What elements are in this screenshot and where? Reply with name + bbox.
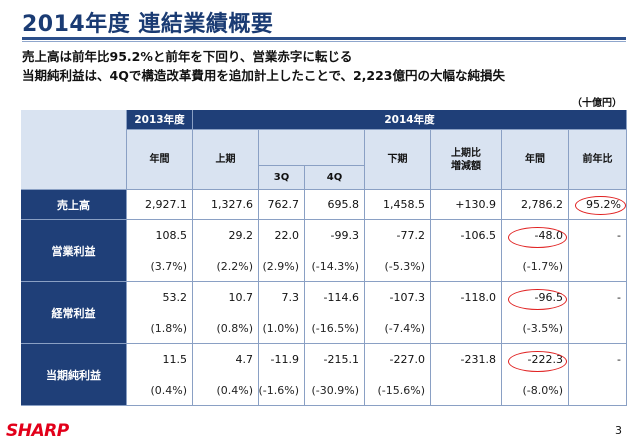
cell-net-pct-5 xyxy=(431,375,502,406)
cell-sales-6: 2,786.2 xyxy=(502,190,569,220)
cell-net-pct-4: (-15.6%) xyxy=(365,375,431,406)
cell-net-5: -231.8 xyxy=(431,344,502,375)
cell-net-pct-7 xyxy=(569,375,627,406)
cell-net-2: -11.9 xyxy=(259,344,305,375)
cell-ordinary-pct-3: (-16.5%) xyxy=(305,313,365,344)
page-title: 2014年度 連結業績概要 xyxy=(22,12,274,37)
header-first-half: 上期 xyxy=(193,130,259,190)
header-vs-first-half: 上期比 増減額 xyxy=(431,130,502,190)
cell-operating-4: -77.2 xyxy=(365,220,431,251)
header-q3: 3Q xyxy=(259,166,305,190)
cell-sales-1: 1,327.6 xyxy=(193,190,259,220)
cell-net-4: -227.0 xyxy=(365,344,431,375)
cell-ordinary-5: -118.0 xyxy=(431,282,502,313)
cell-net-pct-2: (-1.6%) xyxy=(259,375,305,406)
cell-net-pct-6: (-8.0%) xyxy=(502,375,569,406)
highlight-annual-ordinary xyxy=(508,289,567,310)
header-second-half-group xyxy=(259,130,365,166)
cell-operating-pct-7 xyxy=(569,251,627,282)
cell-ordinary-pct-6: (-3.5%) xyxy=(502,313,569,344)
cell-net-pct-1: (0.4%) xyxy=(193,375,259,406)
cell-sales-2: 762.7 xyxy=(259,190,305,220)
cell-operating-0: 108.5 xyxy=(127,220,193,251)
cell-ordinary-pct-2: (1.0%) xyxy=(259,313,305,344)
cell-operating-2: 22.0 xyxy=(259,220,305,251)
row-label-ordinary: 経常利益 xyxy=(21,282,127,344)
cell-operating-7: - xyxy=(569,220,627,251)
cell-ordinary-1: 10.7 xyxy=(193,282,259,313)
row-label-operating: 営業利益 xyxy=(21,220,127,282)
highlight-annual-operating xyxy=(508,227,567,248)
title-underline xyxy=(22,37,626,40)
cell-net-1: 4.7 xyxy=(193,344,259,375)
cell-operating-pct-5 xyxy=(431,251,502,282)
cell-ordinary-pct-5 xyxy=(431,313,502,344)
unit-label: （十億円） xyxy=(572,98,622,109)
summary-line-1: 売上高は前年比95.2%と前年を下回り、営業赤字に転じる xyxy=(22,49,353,64)
cell-sales-3: 695.8 xyxy=(305,190,365,220)
header-second-half: 下期 xyxy=(365,130,431,190)
cell-sales-5: +130.9 xyxy=(431,190,502,220)
cell-operating-pct-3: (-14.3%) xyxy=(305,251,365,282)
cell-ordinary-pct-1: (0.8%) xyxy=(193,313,259,344)
summary-line-2: 当期純利益は、4Qで構造改革費用を追加計上したことで、2,223億円の大幅な純損… xyxy=(22,68,505,83)
header-fy2013: 2013年度 xyxy=(127,110,193,130)
header-q4: 4Q xyxy=(305,166,365,190)
cell-operating-pct-4: (-5.3%) xyxy=(365,251,431,282)
header-annual-2014: 年間 xyxy=(502,130,569,190)
cell-sales-4: 1,458.5 xyxy=(365,190,431,220)
header-fy2014: 2014年度 xyxy=(193,110,627,130)
row-label-net: 当期純利益 xyxy=(21,344,127,406)
cell-ordinary-3: -114.6 xyxy=(305,282,365,313)
title-underline-thin xyxy=(22,41,626,42)
highlight-annual-net xyxy=(508,351,567,372)
row-label-sales: 売上高 xyxy=(21,190,127,220)
cell-ordinary-pct-0: (1.8%) xyxy=(127,313,193,344)
cell-net-pct-0: (0.4%) xyxy=(127,375,193,406)
cell-ordinary-pct-4: (-7.4%) xyxy=(365,313,431,344)
results-table: 2013年度 2014年度 年間 上期 3Q 4Q 下期 上期比 増減額 年間 前年比 売上高 2,92… xyxy=(21,110,627,410)
cell-ordinary-0: 53.2 xyxy=(127,282,193,313)
cell-net-pct-3: (-30.9%) xyxy=(305,375,365,406)
highlight-yoy-sales xyxy=(575,196,626,215)
cell-net-3: -215.1 xyxy=(305,344,365,375)
cell-net-0: 11.5 xyxy=(127,344,193,375)
header-yoy: 前年比 xyxy=(569,130,627,190)
cell-operating-pct-6: (-1.7%) xyxy=(502,251,569,282)
cell-operating-pct-1: (2.2%) xyxy=(193,251,259,282)
cell-operating-3: -99.3 xyxy=(305,220,365,251)
cell-sales-0: 2,927.1 xyxy=(127,190,193,220)
cell-net-7: - xyxy=(569,344,627,375)
cell-operating-5: -106.5 xyxy=(431,220,502,251)
cell-operating-pct-0: (3.7%) xyxy=(127,251,193,282)
page-number: 3 xyxy=(615,424,622,437)
cell-operating-1: 29.2 xyxy=(193,220,259,251)
cell-operating-pct-2: (2.9%) xyxy=(259,251,305,282)
cell-ordinary-2: 7.3 xyxy=(259,282,305,313)
cell-ordinary-pct-7 xyxy=(569,313,627,344)
header-annual-2013: 年間 xyxy=(127,130,193,190)
cell-ordinary-4: -107.3 xyxy=(365,282,431,313)
cell-ordinary-7: - xyxy=(569,282,627,313)
sharp-logo: SHARP xyxy=(6,421,69,441)
corner-cell xyxy=(21,110,127,190)
